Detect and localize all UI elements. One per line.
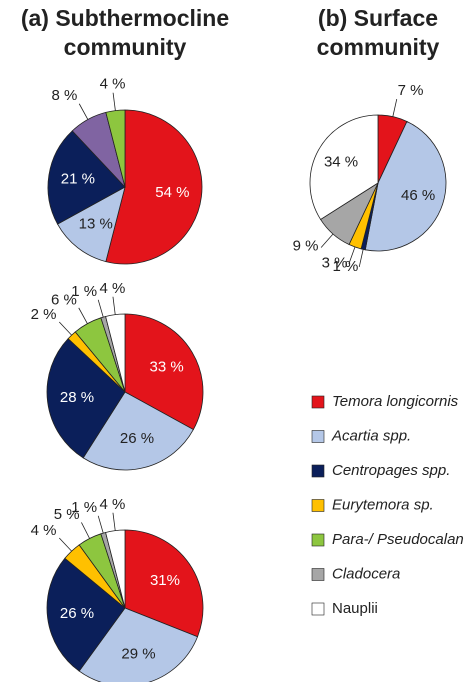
slice-label: 54 % [155, 184, 189, 201]
pie-slice [47, 130, 126, 225]
pie-slice [56, 186, 126, 263]
slice-label: 5 % [54, 506, 80, 523]
leader-line [358, 249, 364, 268]
leader-line [97, 515, 104, 534]
leader-line [78, 307, 88, 324]
slice-label: 26 % [60, 605, 94, 622]
pie-slice [46, 338, 126, 459]
chart-title: (b) Surface [318, 5, 438, 31]
legend-label: Cladocera [332, 565, 400, 582]
legend-swatch [311, 533, 325, 547]
pie-slice [105, 529, 126, 609]
leader-line [348, 246, 356, 265]
slice-label: 31% [150, 572, 180, 589]
legend-swatch [311, 395, 325, 409]
slice-label: 33 % [150, 358, 184, 375]
legend-swatch [311, 464, 325, 478]
leader-line [58, 537, 72, 552]
slice-label: 4 % [100, 76, 126, 93]
slice-label: 4 % [31, 522, 57, 539]
slice-label: 26 % [120, 430, 154, 447]
slice-label: 6 % [51, 291, 77, 308]
leader-line [392, 98, 398, 117]
chart-title: community [64, 34, 187, 60]
legend-swatch [311, 568, 325, 581]
slice-label: 13 % [79, 216, 113, 233]
legend-label: Acartia spp. [331, 427, 411, 444]
pie-slice [105, 313, 126, 393]
leader-line [97, 299, 104, 318]
slice-label: 1 % [71, 283, 97, 300]
slice-label: 29 % [121, 645, 155, 662]
slice-label: 2 % [31, 306, 57, 323]
legend-swatch [311, 430, 325, 443]
leader-line [320, 233, 334, 248]
legend-swatch [311, 499, 325, 512]
slice-label: 7 % [398, 82, 424, 99]
slice-label: 9 % [293, 237, 319, 254]
chart-title: community [317, 34, 440, 60]
pie-slice [364, 120, 447, 252]
pie-slice [78, 607, 199, 682]
slice-label: 34 % [324, 154, 358, 171]
slice-label: 4 % [100, 280, 126, 297]
pie-slice [82, 391, 194, 471]
leader-line [112, 512, 116, 531]
slice-label: 46 % [401, 187, 435, 204]
chart-title: (a) Subthermocline [21, 5, 229, 31]
slice-label: 21 % [61, 171, 95, 188]
legend-label: Nauplii [332, 600, 378, 617]
leader-line [81, 522, 90, 539]
legend-label: Eurytemora sp. [332, 496, 434, 513]
slice-label: 1 % [333, 258, 359, 275]
legend-swatch [311, 602, 325, 616]
pie-slice [124, 313, 204, 431]
leader-line [112, 296, 116, 315]
leader-line [112, 92, 116, 111]
legend-label: Centropages spp. [332, 462, 450, 479]
leader-line [58, 321, 72, 336]
slice-label: 4 % [100, 496, 126, 513]
legend-label: Temora longicornis [332, 393, 459, 410]
slice-label: 28 % [60, 389, 94, 406]
leader-line [78, 103, 89, 120]
slice-label: 1 % [71, 499, 97, 516]
pie-slice [309, 114, 379, 220]
pie-slice [124, 529, 204, 638]
pie-slice [46, 557, 126, 672]
slice-label: 8 % [51, 87, 77, 104]
pie-slice [105, 109, 203, 265]
legend-label: Para-/ Pseudocalanaus spp. [332, 531, 464, 548]
slice-label: 3 % [322, 255, 348, 272]
